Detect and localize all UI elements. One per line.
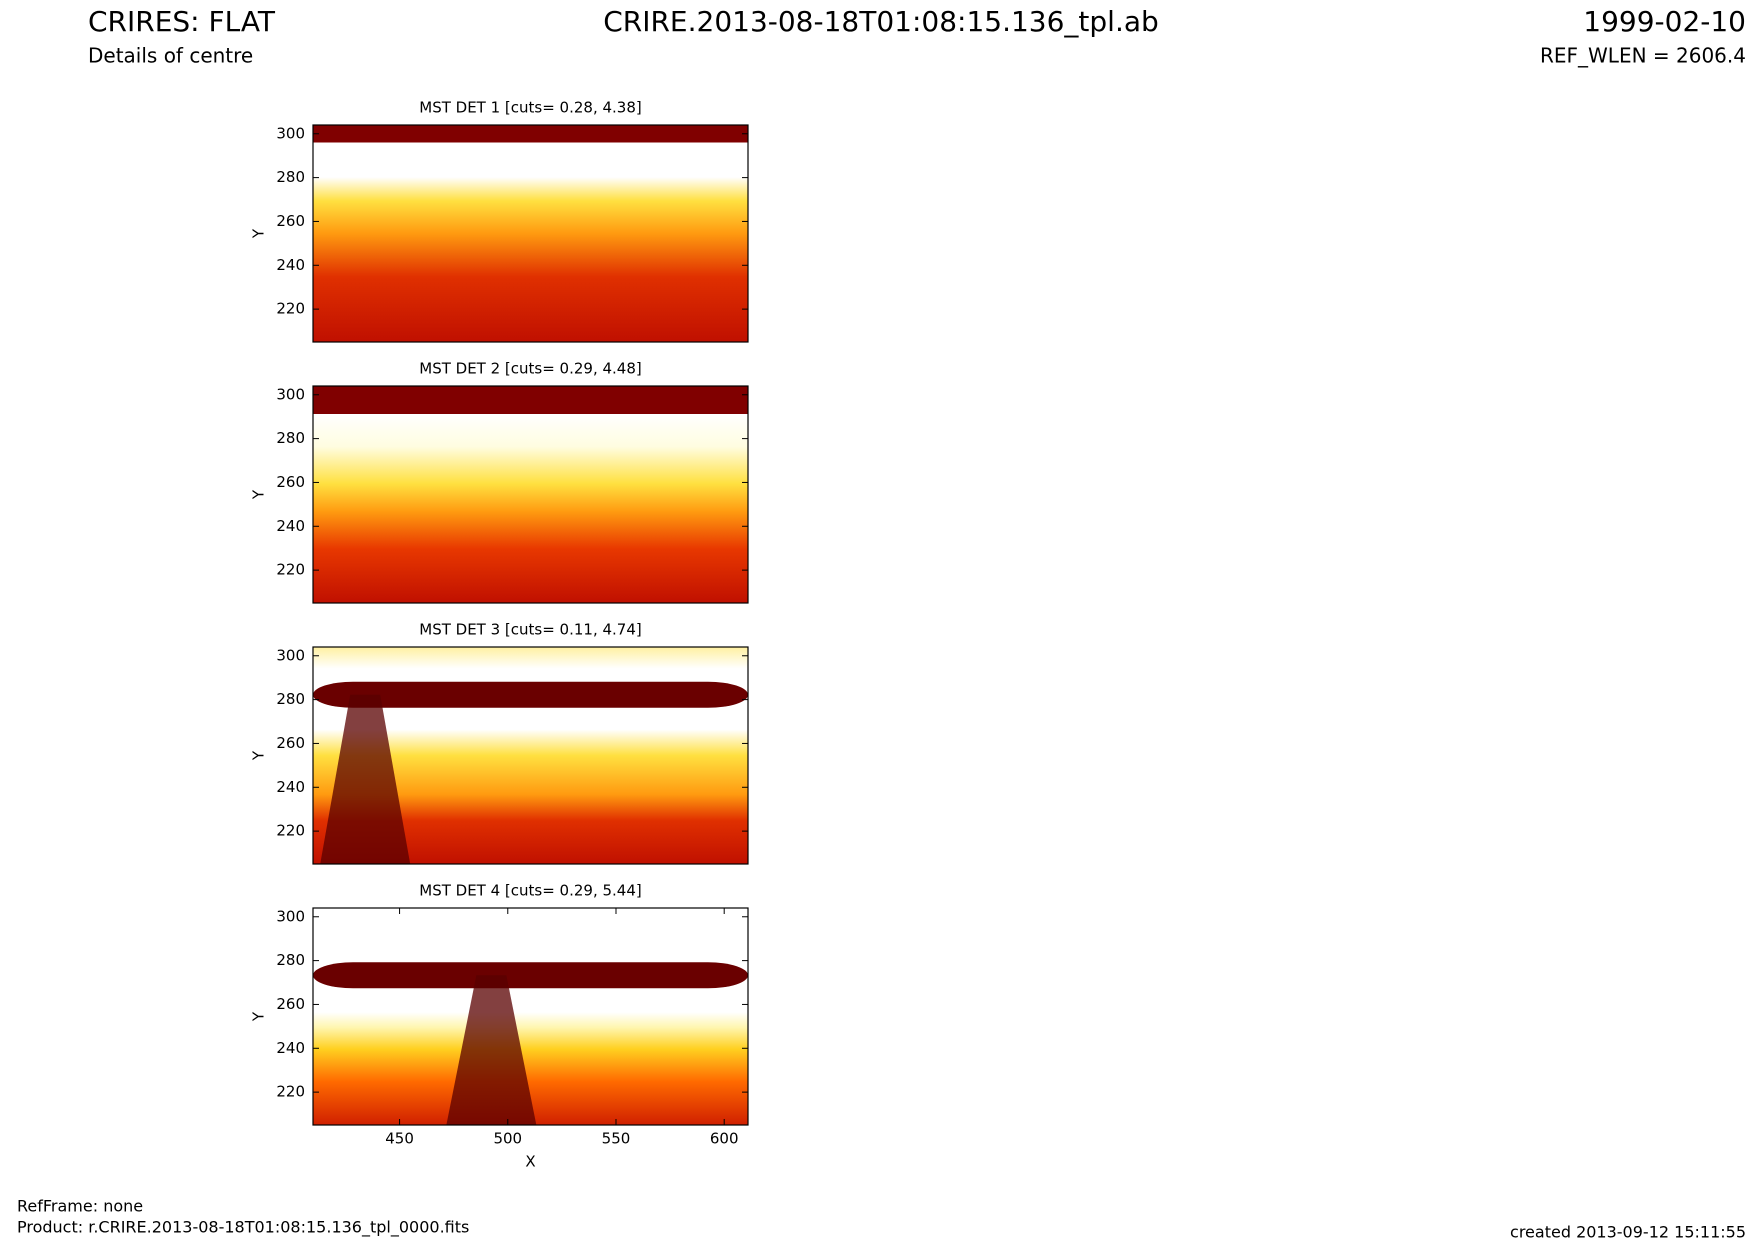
panel-title: MST DET 4 [cuts= 0.29, 5.44] — [419, 882, 642, 900]
y-tick-label: 260 — [276, 995, 305, 1013]
y-tick-label: 280 — [276, 951, 305, 969]
x-tick-label: 450 — [385, 1130, 414, 1148]
panel-title: MST DET 1 [cuts= 0.28, 4.38] — [419, 99, 642, 117]
y-tick-label: 220 — [276, 822, 305, 840]
y-tick-label: 300 — [276, 646, 305, 664]
y-tick-label: 220 — [276, 1083, 305, 1101]
footer-product: Product: r.CRIRE.2013-08-18T01:08:15.136… — [17, 1218, 469, 1238]
y-tick-label: 300 — [276, 124, 305, 142]
y-tick-label: 280 — [276, 168, 305, 186]
y-tick-label: 280 — [276, 690, 305, 708]
y-axis-label: Y — [250, 750, 268, 761]
image — [313, 386, 748, 603]
plot-frame — [312, 124, 749, 343]
panel-title: MST DET 3 [cuts= 0.11, 4.74] — [419, 621, 642, 639]
plot-frame — [312, 385, 749, 604]
x-axis-label: X — [525, 1153, 535, 1171]
y-tick-label: 240 — [276, 517, 305, 535]
y-tick-label: 220 — [276, 300, 305, 318]
plot-frame — [312, 646, 749, 865]
footer-created: created 2013-09-12 15:11:55 — [1510, 1223, 1746, 1242]
saturated-band — [313, 962, 748, 989]
image — [313, 908, 748, 1125]
y-tick-label: 300 — [276, 907, 305, 925]
header-title: CRIRES: FLAT — [88, 5, 276, 38]
y-tick-label: 260 — [276, 734, 305, 752]
header-ref-wlen: REF_WLEN = 2606.4 — [1540, 44, 1746, 68]
x-tick-label: 550 — [602, 1130, 631, 1148]
y-tick-label: 300 — [276, 385, 305, 403]
y-tick-label: 260 — [276, 212, 305, 230]
dark-cone — [320, 694, 411, 864]
y-axis-label: Y — [250, 1011, 268, 1022]
y-tick-label: 240 — [276, 256, 305, 274]
y-tick-label: 240 — [276, 778, 305, 796]
footer-ref-frame: RefFrame: none — [17, 1197, 143, 1216]
panel-title: MST DET 2 [cuts= 0.29, 4.48] — [419, 360, 642, 378]
header-file: CRIRE.2013-08-18T01:08:15.136_tpl.ab — [603, 5, 1159, 38]
x-tick-label: 500 — [493, 1130, 522, 1148]
y-tick-label: 260 — [276, 473, 305, 491]
x-tick-label: 600 — [710, 1130, 739, 1148]
y-axis-label: Y — [250, 228, 268, 239]
header-subtitle: Details of centre — [88, 44, 253, 68]
saturated-band — [313, 681, 748, 708]
header-date: 1999-02-10 — [1583, 5, 1746, 38]
y-tick-label: 240 — [276, 1039, 305, 1057]
y-tick-label: 220 — [276, 561, 305, 579]
image — [313, 125, 748, 342]
y-tick-label: 280 — [276, 429, 305, 447]
y-axis-label: Y — [250, 489, 268, 500]
plot-frame — [312, 907, 749, 1126]
dark-cone — [446, 975, 537, 1125]
